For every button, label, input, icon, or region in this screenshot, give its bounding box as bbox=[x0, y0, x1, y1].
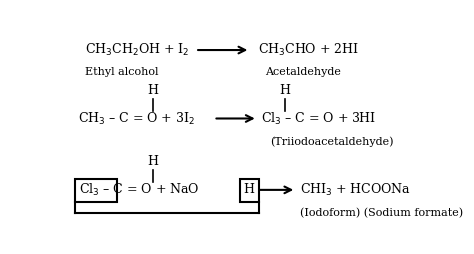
Text: (Triiodoacetaldehyde): (Triiodoacetaldehyde) bbox=[271, 137, 394, 147]
Text: (Iodoform) (Sodium formate): (Iodoform) (Sodium formate) bbox=[300, 208, 463, 218]
Text: CH$_3$ – C = O + 3I$_2$: CH$_3$ – C = O + 3I$_2$ bbox=[78, 110, 195, 126]
Text: H: H bbox=[244, 183, 255, 196]
Bar bbox=[75, 179, 117, 202]
Text: Ethyl alcohol: Ethyl alcohol bbox=[85, 67, 158, 76]
Text: H: H bbox=[280, 84, 291, 97]
Bar bbox=[240, 179, 259, 202]
Text: CH$_3$CHO + 2HI: CH$_3$CHO + 2HI bbox=[258, 42, 358, 58]
Text: Cl$_3$ – C = O + NaO: Cl$_3$ – C = O + NaO bbox=[80, 182, 200, 198]
Text: Acetaldehyde: Acetaldehyde bbox=[265, 67, 341, 76]
Text: CH$_3$CH$_2$OH + I$_2$: CH$_3$CH$_2$OH + I$_2$ bbox=[85, 42, 189, 58]
Text: H: H bbox=[147, 84, 158, 97]
Text: H: H bbox=[147, 155, 158, 168]
Text: Cl$_3$ – C = O + 3HI: Cl$_3$ – C = O + 3HI bbox=[261, 110, 376, 126]
Text: CHI$_3$ + HCOONa: CHI$_3$ + HCOONa bbox=[300, 182, 411, 198]
